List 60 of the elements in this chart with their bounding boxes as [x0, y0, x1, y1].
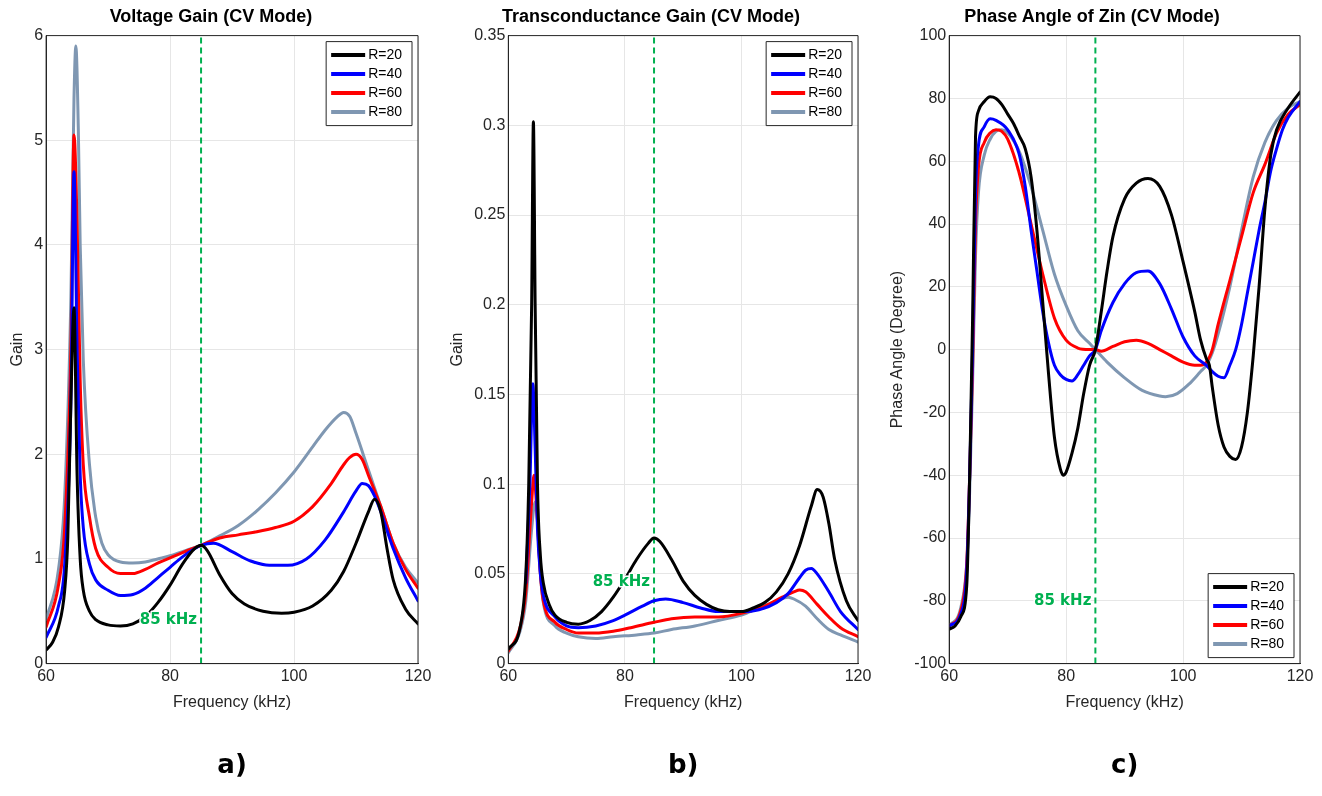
y-tick-label: 0.35: [474, 26, 506, 44]
ref-line-label: 85 kHz: [139, 609, 198, 628]
x-tick-label: 80: [161, 666, 180, 684]
x-tick-label: 120: [844, 666, 872, 684]
legend-label: R=80: [368, 102, 403, 119]
legend-label: R=40: [1250, 596, 1285, 613]
text: b): [667, 748, 699, 779]
chart-title: Voltage Gain (CV Mode): [109, 5, 313, 26]
y-tick-label: 40: [928, 214, 947, 232]
legend-label: R=20: [808, 45, 843, 62]
text: c): [1110, 748, 1139, 779]
chart-title: Transconductance Gain (CV Mode): [501, 5, 801, 26]
y-tick-label: 0.3: [483, 115, 506, 133]
x-axis-title: Frequency (kHz): [1065, 692, 1184, 710]
x-tick-label: 120: [1286, 666, 1314, 684]
text: a): [217, 748, 247, 779]
y-tick-label: 0: [937, 340, 947, 358]
x-tick-label: 120: [404, 666, 432, 684]
y-axis-title: Phase Angle (Degree): [888, 270, 906, 429]
y-tick-label: 4: [34, 235, 44, 253]
x-axis-title: Frequency (kHz): [172, 692, 292, 710]
y-axis-title: Gain: [8, 332, 26, 367]
legend-label: R=80: [808, 102, 843, 119]
x-tick-label: 80: [616, 666, 634, 684]
y-tick-label: 0.25: [474, 205, 506, 223]
y-tick-label: 0.05: [474, 564, 506, 582]
x-tick-label: 100: [1169, 666, 1197, 684]
legend-label: R=40: [368, 64, 403, 81]
legend-label: R=20: [368, 45, 403, 62]
y-axis-title: Gain: [448, 332, 466, 367]
y-tick-label: 0.15: [474, 384, 506, 402]
y-tick-label: 100: [919, 26, 947, 44]
y-tick-label: -60: [923, 528, 947, 546]
line-series: [508, 120, 858, 651]
y-tick-label: -20: [923, 402, 947, 420]
y-tick-label: -80: [923, 591, 947, 609]
y-tick-label: 5: [34, 130, 44, 148]
ref-line-label: 85 kHz: [1034, 590, 1092, 609]
legend-label: R=40: [808, 64, 843, 81]
legend-label: R=20: [1250, 577, 1285, 594]
y-tick-label: 3: [34, 340, 44, 358]
legend-label: R=80: [1250, 634, 1285, 651]
x-tick-label: 80: [1057, 666, 1076, 684]
x-tick-label: 100: [280, 666, 308, 684]
y-tick-label: 60: [928, 151, 947, 169]
line-series: [46, 306, 418, 652]
legend-label: R=60: [368, 83, 403, 100]
y-tick-label: 6: [34, 26, 44, 44]
x-axis-title: Frequency (kHz): [624, 692, 743, 710]
legend-label: R=60: [808, 83, 843, 100]
y-tick-label: 0.1: [483, 474, 506, 492]
y-tick-label: 80: [928, 88, 947, 106]
x-tick-label: 100: [728, 666, 755, 684]
legend-label: R=60: [1250, 615, 1285, 632]
y-tick-label: 0.2: [483, 295, 506, 313]
y-tick-label: -40: [923, 465, 947, 483]
y-tick-label: 20: [928, 277, 947, 295]
chart-title: Phase Angle of Zin (CV Mode): [964, 5, 1220, 26]
y-tick-label: 1: [34, 549, 44, 567]
y-tick-label: 2: [34, 444, 44, 462]
